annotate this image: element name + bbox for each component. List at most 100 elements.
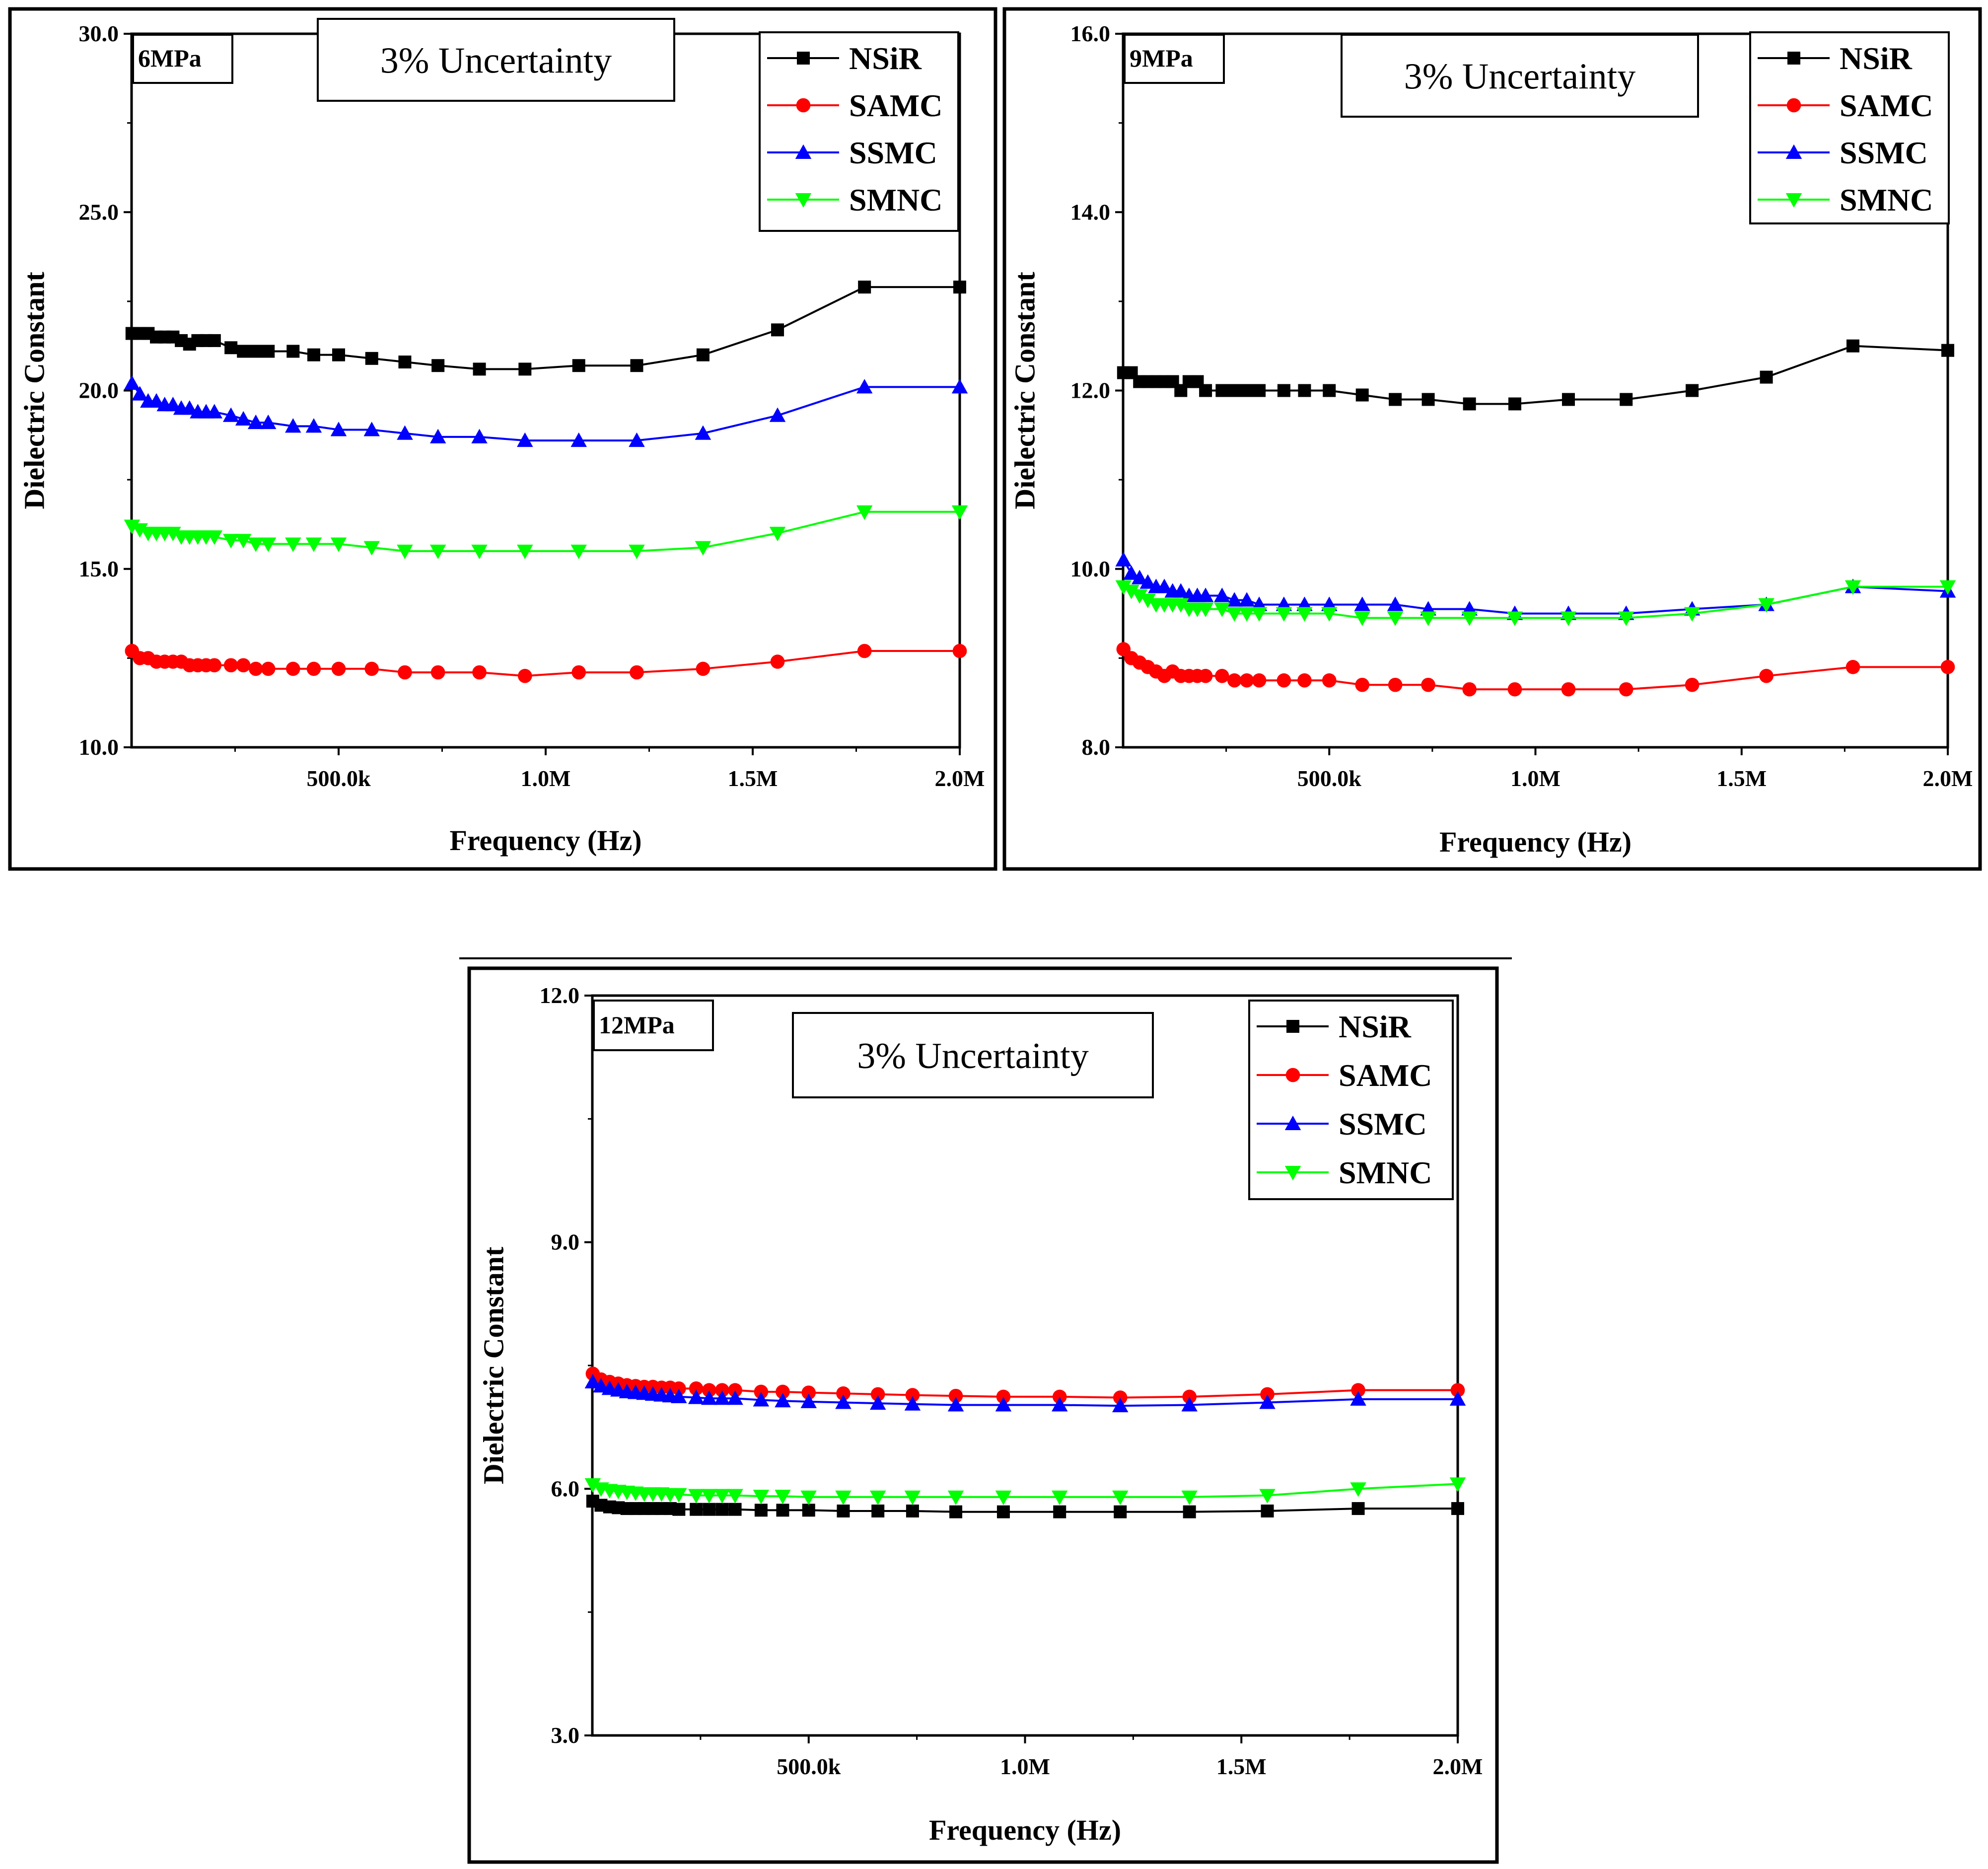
- data-point-smnc: [1939, 580, 1956, 595]
- x-tick-label: 1.0M: [1510, 766, 1561, 791]
- data-point-samc: [801, 1385, 816, 1400]
- legend-marker-smnc: [795, 193, 812, 208]
- data-point-smnc: [305, 537, 322, 552]
- data-point-nsir: [1846, 339, 1859, 353]
- chart-9mpa: 8.0 10.0 12.0 14.0 16.0 500.0k 1.0M 1.5M 2.0M Fre…: [1008, 21, 1973, 858]
- data-point-smnc: [517, 544, 533, 560]
- data-point-samc: [754, 1384, 769, 1399]
- data-point-samc: [672, 1381, 686, 1396]
- data-point-nsir: [286, 345, 300, 358]
- data-point-ssmc: [235, 411, 252, 426]
- data-point-ssmc: [584, 1373, 601, 1389]
- data-point-smnc: [235, 534, 252, 549]
- x-tick-label: 1.5M: [1216, 1754, 1267, 1779]
- data-point-nsir: [703, 1503, 716, 1516]
- data-point-samc: [870, 1387, 885, 1402]
- data-point-smnc: [995, 1490, 1012, 1506]
- data-point-nsir: [518, 362, 532, 376]
- x-tick-label: 2.0M: [1923, 766, 1973, 791]
- data-point-nsir: [906, 1505, 919, 1518]
- data-point-ssmc: [695, 425, 711, 440]
- data-point-smnc: [1684, 607, 1701, 622]
- data-point-ssmc: [1112, 1397, 1129, 1413]
- data-point-nsir: [1562, 393, 1575, 406]
- data-point-nsir: [1463, 397, 1476, 411]
- data-point-nsir: [1215, 384, 1229, 397]
- data-point-smnc: [206, 530, 223, 545]
- data-point-nsir: [572, 359, 585, 372]
- data-point-nsir: [696, 348, 710, 361]
- panel-label: 6MPa: [138, 44, 202, 72]
- data-point-smnc: [775, 1490, 791, 1505]
- y-tick-label: 20.0: [79, 378, 119, 403]
- data-point-samc: [1561, 682, 1576, 697]
- data-point-smnc: [1560, 611, 1577, 626]
- data-point-smnc: [285, 537, 301, 552]
- data-point-nsir: [1183, 1505, 1196, 1518]
- data-point-smnc: [471, 544, 488, 560]
- data-point-ssmc: [1131, 570, 1148, 584]
- data-point-samc: [1113, 1390, 1128, 1405]
- data-point-smnc: [330, 537, 347, 552]
- data-point-nsir: [365, 352, 378, 365]
- panel-label: 9MPa: [1130, 44, 1193, 72]
- data-point-smnc: [1449, 1477, 1466, 1492]
- data-point-ssmc: [260, 414, 277, 430]
- y-tick-label: 3.0: [551, 1723, 580, 1748]
- data-point-smnc: [695, 541, 711, 556]
- data-point-nsir: [1620, 393, 1633, 406]
- legend-label-ssmc: SSMC: [1840, 135, 1928, 170]
- panel-label: 12MPa: [599, 1011, 675, 1039]
- data-point-samc: [472, 665, 487, 680]
- data-point-samc: [571, 665, 586, 680]
- legend-label-smnc: SMNC: [849, 182, 942, 217]
- data-point-nsir: [858, 281, 871, 294]
- data-point-smnc: [688, 1489, 705, 1504]
- data-point-samc: [430, 665, 445, 680]
- data-point-samc: [702, 1383, 716, 1397]
- legend-label-nsir: NSiR: [849, 41, 922, 76]
- data-point-samc: [696, 661, 710, 676]
- data-point-samc: [1182, 1389, 1197, 1404]
- data-point-nsir: [307, 348, 320, 361]
- data-point-samc: [1351, 1383, 1365, 1397]
- data-point-smnc: [714, 1489, 730, 1504]
- data-point-nsir: [224, 341, 238, 355]
- data-point-smnc: [570, 544, 587, 560]
- y-tick-label: 14.0: [1070, 199, 1111, 224]
- data-point-smnc: [1758, 598, 1775, 613]
- data-point-samc: [1507, 682, 1522, 697]
- legend: [1749, 31, 1950, 224]
- data-point-ssmc: [305, 418, 322, 433]
- data-point-ssmc: [769, 407, 786, 422]
- series-line-ssmc: [131, 382, 960, 442]
- legend: [759, 31, 959, 232]
- data-point-samc: [1277, 673, 1291, 688]
- data-point-nsir: [262, 345, 275, 358]
- data-point-ssmc: [1051, 1397, 1068, 1412]
- data-point-samc: [1619, 682, 1633, 697]
- data-point-ssmc: [701, 1390, 717, 1405]
- data-point-nsir: [1240, 384, 1254, 397]
- data-point-smnc: [1251, 607, 1268, 622]
- data-point-ssmc: [1123, 565, 1139, 580]
- legend-marker-ssmc: [1284, 1115, 1301, 1130]
- data-point-nsir: [1451, 1502, 1464, 1515]
- data-point-smnc: [701, 1489, 717, 1504]
- annotation-box: [317, 18, 675, 102]
- legend-label-ssmc: SSMC: [1339, 1106, 1427, 1142]
- data-point-smnc: [1259, 1489, 1276, 1504]
- data-point-ssmc: [951, 379, 968, 394]
- x-tick-label: 500.0k: [777, 1754, 841, 1779]
- data-point-ssmc: [835, 1394, 852, 1409]
- legend-marker-nsir: [797, 52, 810, 65]
- data-point-smnc: [727, 1489, 743, 1504]
- data-point-nsir: [715, 1503, 729, 1516]
- y-axis-title: Dielectric Constant: [18, 272, 50, 509]
- data-point-nsir: [949, 1505, 963, 1518]
- data-point-samc: [1198, 669, 1213, 683]
- legend-marker-samc: [796, 98, 811, 113]
- legend-marker-ssmc: [795, 144, 812, 159]
- legend-label-samc: SAMC: [849, 88, 942, 123]
- data-point-smnc: [835, 1490, 852, 1506]
